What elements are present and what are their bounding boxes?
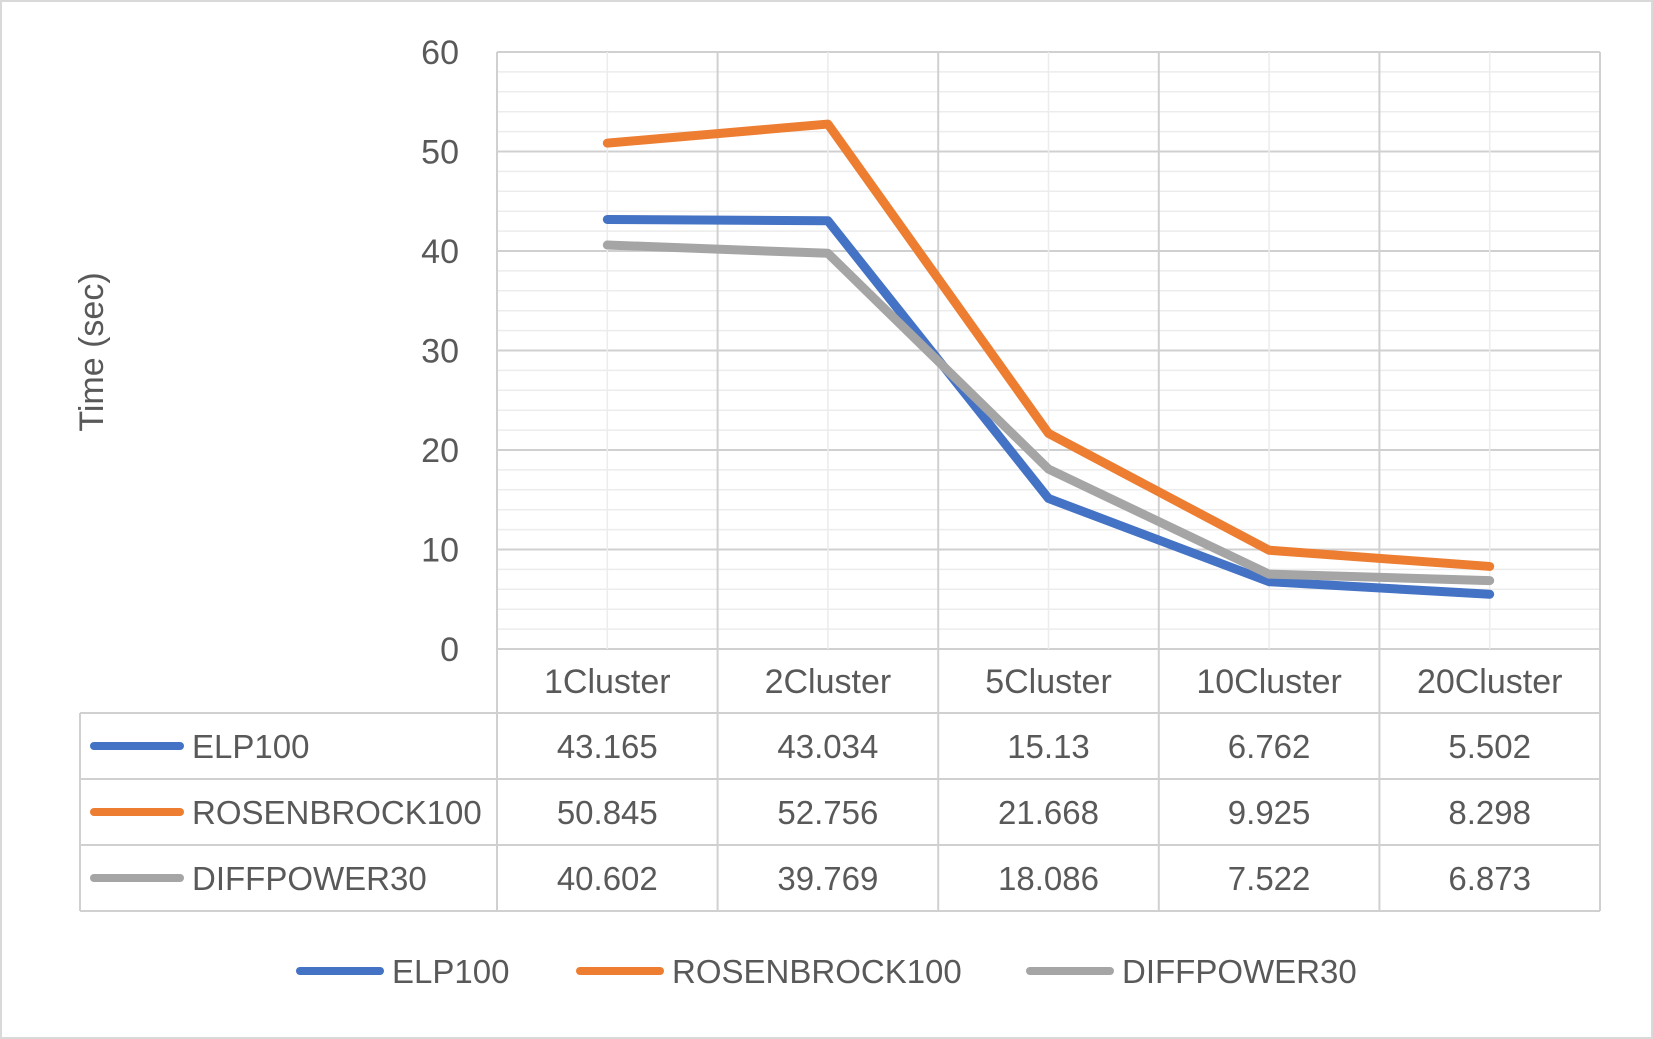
table-cell-value: 9.925 bbox=[1228, 794, 1311, 831]
legend-label: DIFFPOWER30 bbox=[1122, 953, 1357, 990]
y-tick-label: 60 bbox=[421, 34, 459, 72]
table-cell-value: 5.502 bbox=[1448, 728, 1531, 765]
x-category-label: 2Cluster bbox=[765, 663, 892, 701]
table-cell-value: 6.873 bbox=[1448, 860, 1531, 897]
table-cell-value: 39.769 bbox=[777, 860, 878, 897]
y-tick-label: 0 bbox=[440, 631, 459, 669]
y-tick-label: 50 bbox=[421, 134, 459, 172]
series-lines bbox=[602, 119, 1495, 599]
legend-label: ELP100 bbox=[392, 953, 509, 990]
x-category-label: 1Cluster bbox=[544, 663, 671, 701]
y-axis-title: Time (sec) bbox=[73, 272, 111, 431]
x-category-label: 20Cluster bbox=[1417, 663, 1563, 701]
table-cell-value: 6.762 bbox=[1228, 728, 1311, 765]
legend: ELP100 ROSENBROCK100 DIFFPOWER30 bbox=[296, 953, 1357, 990]
table-series-name: DIFFPOWER30 bbox=[192, 860, 427, 897]
table-cell-value: 15.13 bbox=[1007, 728, 1090, 765]
table-cell-value: 43.034 bbox=[777, 728, 878, 765]
x-category-label: 10Cluster bbox=[1196, 663, 1342, 701]
table-cell-value: 21.668 bbox=[998, 794, 1099, 831]
data-table: 1Cluster 2Cluster 5Cluster 10Cluster 20Clust… bbox=[79, 663, 1600, 912]
table-series-name: ELP100 bbox=[192, 728, 309, 765]
table-cell-value: 52.756 bbox=[777, 794, 878, 831]
y-tick-label: 40 bbox=[421, 233, 459, 271]
table-cell-value: 8.298 bbox=[1448, 794, 1531, 831]
table-cell-value: 43.165 bbox=[557, 728, 658, 765]
table-cell-value: 40.602 bbox=[557, 860, 658, 897]
y-axis-ticks: 0 10 20 30 40 50 60 bbox=[421, 34, 459, 669]
table-cell-value: 18.086 bbox=[998, 860, 1099, 897]
y-tick-label: 30 bbox=[421, 333, 459, 371]
table-cell-value: 50.845 bbox=[557, 794, 658, 831]
table-series-name: ROSENBROCK100 bbox=[192, 794, 482, 831]
y-tick-label: 10 bbox=[421, 532, 459, 570]
x-category-label: 5Cluster bbox=[985, 663, 1112, 701]
legend-label: ROSENBROCK100 bbox=[672, 953, 962, 990]
y-tick-label: 20 bbox=[421, 432, 459, 470]
table-cell-value: 7.522 bbox=[1228, 860, 1311, 897]
